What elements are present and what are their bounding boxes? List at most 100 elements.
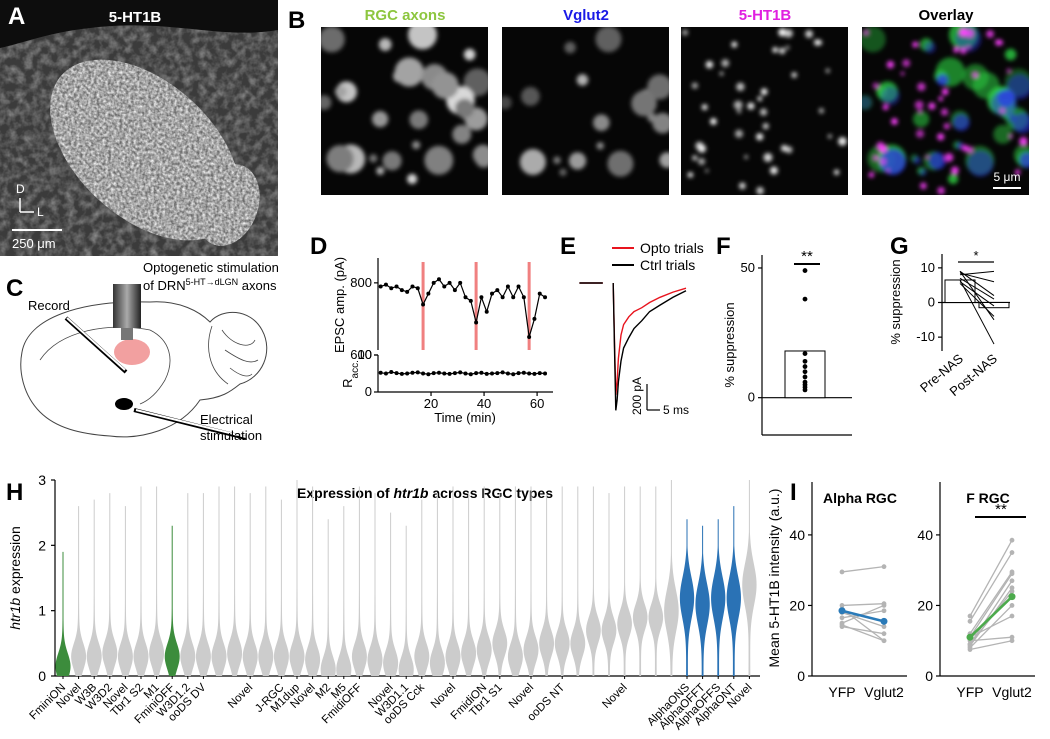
blob	[412, 140, 421, 150]
x-tick-label: Vglut2	[864, 684, 904, 700]
blob	[705, 60, 714, 69]
blob	[953, 47, 959, 53]
optic-tract	[115, 398, 133, 410]
violin	[164, 525, 180, 676]
orientation-label: D	[16, 182, 25, 196]
violin	[195, 493, 211, 676]
violin	[398, 525, 414, 676]
y-tick-label: 0	[925, 668, 933, 684]
data-point	[421, 302, 426, 307]
blob	[691, 82, 698, 89]
data-point	[383, 282, 388, 287]
violin	[601, 493, 617, 676]
y-tick-label: 20	[917, 597, 933, 613]
blob	[918, 109, 923, 114]
title-part: Expression of	[297, 485, 393, 501]
data-point	[839, 569, 845, 575]
data-point	[394, 284, 399, 289]
y2-tick-label: 10	[358, 347, 372, 362]
x-tick-label: Novel	[429, 682, 458, 711]
violin	[648, 486, 664, 676]
data-point	[474, 371, 479, 376]
violin	[320, 519, 336, 676]
blob	[912, 111, 930, 128]
blob	[744, 155, 748, 159]
data-point	[436, 370, 441, 375]
chart-title: Expression of htr1b across RGC types	[297, 485, 553, 501]
paired-line	[959, 271, 995, 321]
data-point	[1009, 569, 1015, 575]
blob	[759, 108, 768, 116]
violin	[461, 493, 477, 676]
violin	[133, 486, 149, 676]
blob	[900, 71, 905, 76]
blob	[1014, 169, 1021, 175]
blob	[881, 86, 900, 106]
y-tick-label: 10	[921, 260, 935, 275]
data-point	[1009, 550, 1015, 555]
blob	[371, 111, 389, 128]
blob	[763, 152, 773, 162]
blob	[659, 152, 669, 168]
blob	[502, 95, 512, 110]
mean-point	[1008, 593, 1016, 601]
scale-label: 5 ms	[663, 403, 689, 417]
blob	[321, 27, 345, 53]
x-tick-label: 60	[530, 396, 544, 411]
violin	[336, 506, 352, 676]
blob	[687, 172, 694, 178]
stim-marker	[474, 262, 478, 350]
y-axis-label: % suppression	[722, 302, 737, 387]
subscript: acc.	[350, 360, 361, 378]
paired-line	[841, 604, 885, 624]
violin	[227, 486, 243, 676]
scale-label: 5 μm	[994, 170, 1021, 184]
violin	[273, 499, 289, 676]
x-tick-label: Vglut2	[992, 684, 1032, 700]
blob	[914, 100, 924, 110]
blob	[879, 157, 887, 166]
violin	[414, 499, 430, 676]
violin	[726, 506, 741, 676]
violin	[367, 493, 383, 676]
violin	[632, 486, 648, 676]
mean-line	[841, 609, 885, 623]
blob	[1019, 137, 1028, 146]
data-point	[378, 284, 383, 289]
data-point	[505, 284, 510, 289]
data-point	[505, 371, 510, 376]
brain-outline	[20, 301, 268, 438]
data-point	[431, 371, 436, 376]
violin	[351, 486, 367, 676]
data-point	[802, 268, 808, 273]
blob	[769, 166, 778, 175]
data-point	[378, 370, 383, 375]
blobs	[321, 27, 488, 185]
data-point	[474, 320, 479, 325]
blob	[872, 82, 879, 89]
violin	[539, 493, 555, 676]
blob	[382, 151, 402, 171]
x-tick-label: YFP	[956, 684, 983, 700]
orientation-label: L	[37, 205, 44, 219]
paired-line	[969, 552, 1013, 622]
violin	[242, 493, 258, 676]
chart-title: Alpha RGC	[823, 490, 897, 506]
blob	[961, 145, 969, 152]
data-point	[802, 374, 808, 380]
blob	[521, 86, 540, 106]
blob	[424, 145, 454, 175]
blob	[697, 144, 707, 153]
text-part: axons	[238, 278, 277, 293]
blob	[408, 27, 437, 50]
blob	[912, 41, 919, 48]
panel-letter: C	[6, 275, 23, 302]
blob	[719, 71, 724, 76]
data-point	[394, 371, 399, 376]
y2-axis-label: Racc.	[340, 360, 361, 388]
blob	[472, 144, 488, 166]
blob	[838, 137, 847, 146]
violin	[211, 486, 227, 676]
panel-letter: G	[890, 233, 909, 260]
data-point	[802, 364, 808, 369]
